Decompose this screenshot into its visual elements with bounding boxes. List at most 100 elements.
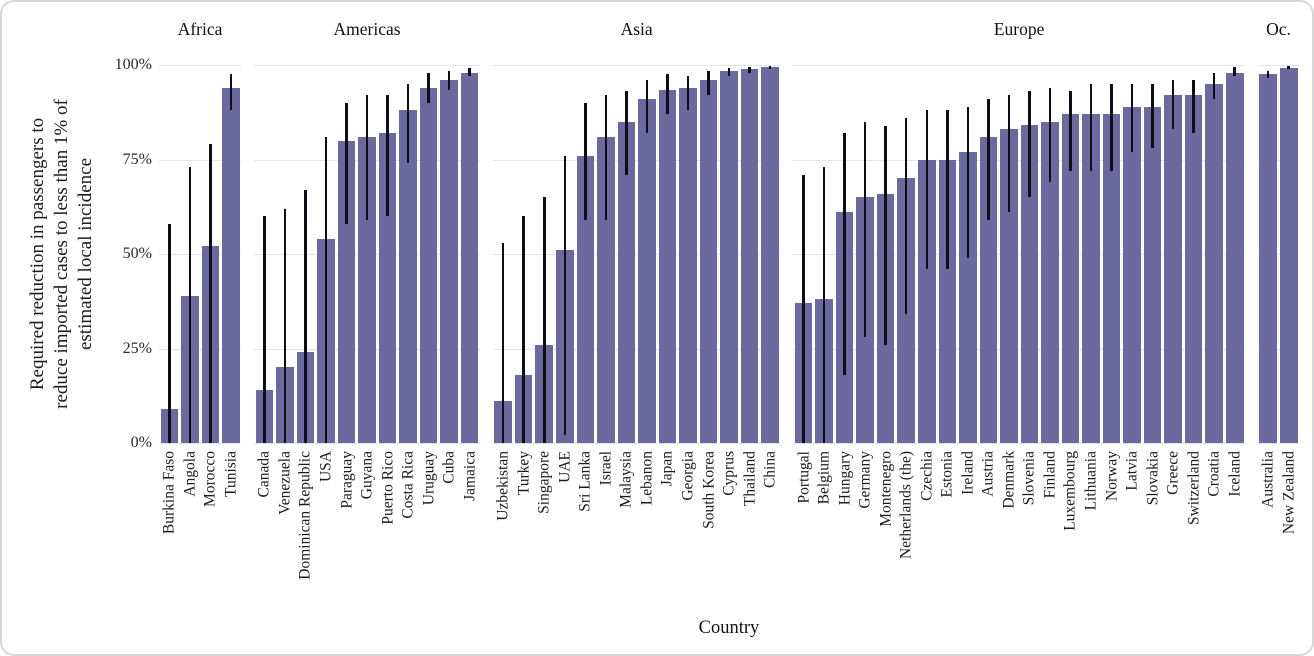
gridline-100 (492, 65, 781, 66)
bar-slot-canada (254, 65, 275, 443)
country-label-uae: UAE (556, 451, 574, 483)
label-slot-lithuania: Lithuania (1081, 449, 1102, 614)
country-label-paraguay: Paraguay (337, 451, 355, 509)
bar-slot-south-korea (698, 65, 719, 443)
label-slot-canada: Canada (254, 449, 275, 614)
label-slot-estonia: Estonia (937, 449, 958, 614)
error-bar-austria (987, 99, 990, 220)
country-label-cyprus: Cyprus (720, 451, 738, 496)
country-label-costa-rica: Costa Rica (399, 451, 417, 519)
y-tick-label-75: 75% (122, 150, 152, 168)
country-label-greece: Greece (1164, 451, 1182, 495)
label-slot-uruguay: Uruguay (418, 449, 439, 614)
error-bar-thailand (748, 66, 751, 73)
error-bar-latvia (1130, 83, 1134, 152)
country-label-hungary: Hungary (835, 451, 853, 506)
bar-uruguay (419, 87, 438, 443)
country-label-cuba: Cuba (440, 451, 458, 484)
bar-slot-guyana (357, 65, 378, 443)
error-bar-guyana (365, 95, 369, 220)
error-bar-denmark (1007, 95, 1011, 213)
y-tick-label-100: 100% (114, 56, 152, 73)
label-slot-uzbekistan: Uzbekistan (493, 449, 514, 614)
error-bar-morocco (209, 144, 212, 443)
country-label-norway: Norway (1102, 451, 1120, 501)
error-bar-tunisia (229, 74, 233, 111)
error-bar-cuba (447, 70, 451, 90)
bar-sri-lanka (576, 155, 595, 443)
bar-israel (597, 136, 615, 443)
bar-slot-estonia (937, 65, 958, 443)
bar-greece (1164, 95, 1182, 443)
bar-switzerland (1184, 95, 1203, 443)
y-tick-label-25: 25% (122, 339, 152, 357)
label-slot-germany: Germany (855, 449, 876, 614)
country-label-czechia: Czechia (918, 451, 936, 501)
bar-slot-slovenia (1019, 65, 1040, 443)
bar-iceland (1225, 72, 1244, 443)
label-slot-singapore: Singapore (534, 449, 555, 614)
bar-denmark (1000, 129, 1018, 443)
label-slot-cuba: Cuba (439, 449, 460, 614)
country-label-malaysia: Malaysia (617, 451, 635, 508)
country-label-lebanon: Lebanon (638, 451, 656, 506)
bar-tunisia (222, 87, 240, 443)
bar-slot-cuba (439, 65, 460, 443)
label-slot-ireland: Ireland (958, 449, 979, 614)
label-slot-japan: Japan (657, 449, 678, 614)
gridline-100 (254, 65, 480, 66)
error-bar-uzbekistan (501, 242, 505, 443)
bars-group-africa (159, 65, 241, 443)
bar-slot-greece (1163, 65, 1184, 443)
error-bar-venezuela (283, 208, 287, 443)
country-label-morocco: Morocco (201, 451, 219, 507)
bars-group-americas (254, 65, 480, 443)
gridline-100 (1257, 65, 1299, 66)
gridline-50 (793, 254, 1245, 255)
label-group-oc: Australia New Zealand (1258, 449, 1299, 614)
error-bar-belgium (822, 167, 826, 443)
error-bar-uruguay (427, 72, 430, 103)
label-slot-paraguay: Paraguay (336, 449, 357, 614)
country-label-dominican-republic: Dominican Republic (296, 451, 314, 580)
error-bar-angola (188, 167, 192, 443)
bar-slot-georgia (678, 65, 699, 443)
facet-panel-europe (793, 65, 1245, 444)
bars-group-asia (493, 65, 780, 443)
error-bar-portugal (802, 174, 805, 443)
bar-czechia (918, 159, 936, 443)
error-bar-germany (863, 121, 867, 338)
error-bar-uae (563, 155, 567, 436)
gridline-0 (492, 443, 781, 444)
label-slot-guyana: Guyana (357, 449, 378, 614)
country-label-croatia: Croatia (1205, 451, 1223, 497)
error-bar-japan (666, 74, 669, 115)
label-slot-switzerland: Switzerland (1183, 449, 1204, 614)
bar-slot-venezuela (275, 65, 296, 443)
error-bar-slovakia (1151, 83, 1154, 149)
error-bar-cyprus (727, 67, 731, 77)
bar-costa-rica (399, 110, 417, 443)
bar-ireland (959, 151, 977, 443)
bar-australia (1259, 74, 1277, 443)
facet-title-europe: Europe (993, 18, 1045, 39)
bar-paraguay (337, 140, 356, 443)
country-label-japan: Japan (658, 451, 676, 487)
bar-slot-china (760, 65, 781, 443)
gridline-0 (159, 443, 242, 444)
country-label-sri-lanka: Sri Lanka (576, 451, 594, 512)
bar-lebanon (638, 99, 656, 443)
label-group-americas: Canada Venezuela Dominican Republic USA Para… (254, 449, 480, 614)
gridline-75 (1257, 159, 1299, 161)
error-bar-greece (1171, 80, 1175, 130)
country-label-finland: Finland (1041, 451, 1059, 499)
label-slot-angola: Angola (180, 449, 201, 614)
bar-slot-singapore (534, 65, 555, 443)
gridline-25 (1257, 348, 1299, 350)
country-label-portugal: Portugal (794, 451, 812, 504)
country-label-israel: Israel (597, 451, 615, 486)
country-label-thailand: Thailand (740, 451, 758, 507)
error-bar-norway (1110, 83, 1113, 171)
label-group-africa: Burkina Faso Angola Morocco Tunisia (159, 449, 241, 614)
bar-slot-iceland (1224, 65, 1245, 443)
